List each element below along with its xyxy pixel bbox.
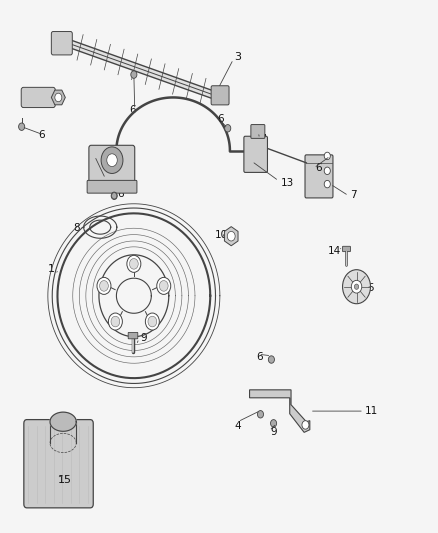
Text: 10: 10 <box>215 230 228 240</box>
FancyBboxPatch shape <box>343 246 350 252</box>
Circle shape <box>351 280 362 293</box>
Text: 6: 6 <box>315 163 321 173</box>
FancyBboxPatch shape <box>24 419 93 508</box>
FancyBboxPatch shape <box>211 86 229 105</box>
Text: 6: 6 <box>130 104 136 115</box>
Text: 6: 6 <box>38 130 44 140</box>
Circle shape <box>111 316 120 327</box>
Circle shape <box>127 255 141 272</box>
Circle shape <box>159 280 168 291</box>
Text: 3: 3 <box>234 52 241 61</box>
Circle shape <box>225 125 231 132</box>
Circle shape <box>258 410 264 418</box>
Circle shape <box>131 71 137 78</box>
FancyBboxPatch shape <box>244 136 268 172</box>
Circle shape <box>227 231 235 241</box>
Circle shape <box>111 192 117 199</box>
Text: 7: 7 <box>350 190 357 200</box>
FancyBboxPatch shape <box>305 155 333 198</box>
Polygon shape <box>50 412 76 431</box>
Text: 6: 6 <box>256 352 263 362</box>
Text: 4: 4 <box>261 134 267 144</box>
Text: 4: 4 <box>234 421 241 431</box>
FancyBboxPatch shape <box>87 180 137 193</box>
Text: 5: 5 <box>367 283 374 293</box>
Text: 6: 6 <box>117 189 124 199</box>
Circle shape <box>157 277 171 294</box>
Circle shape <box>148 316 157 327</box>
Polygon shape <box>250 390 310 432</box>
FancyBboxPatch shape <box>21 87 55 108</box>
Circle shape <box>18 123 25 131</box>
Text: 6: 6 <box>217 114 223 124</box>
FancyBboxPatch shape <box>89 146 135 185</box>
Circle shape <box>55 93 62 102</box>
Circle shape <box>97 277 111 294</box>
Circle shape <box>101 147 123 173</box>
Text: 11: 11 <box>365 406 378 416</box>
FancyBboxPatch shape <box>51 31 72 55</box>
Circle shape <box>112 192 117 199</box>
Text: 9: 9 <box>141 333 147 343</box>
Circle shape <box>354 284 359 289</box>
Circle shape <box>108 313 122 330</box>
Circle shape <box>107 154 117 166</box>
Circle shape <box>130 259 138 269</box>
Text: 14: 14 <box>328 246 341 255</box>
Text: 15: 15 <box>57 475 71 485</box>
Circle shape <box>99 280 108 291</box>
Text: 1: 1 <box>48 264 55 274</box>
Text: 9: 9 <box>271 427 277 438</box>
Circle shape <box>302 421 309 429</box>
Text: 13: 13 <box>281 177 294 188</box>
Circle shape <box>324 152 330 160</box>
Text: 2: 2 <box>99 174 106 184</box>
Circle shape <box>271 419 277 427</box>
FancyBboxPatch shape <box>251 125 265 139</box>
Circle shape <box>145 313 159 330</box>
Text: 12: 12 <box>22 96 37 107</box>
FancyBboxPatch shape <box>128 333 138 339</box>
Circle shape <box>343 270 371 304</box>
Circle shape <box>324 167 330 174</box>
Text: 8: 8 <box>74 223 80 233</box>
Circle shape <box>268 356 275 364</box>
Circle shape <box>324 180 330 188</box>
